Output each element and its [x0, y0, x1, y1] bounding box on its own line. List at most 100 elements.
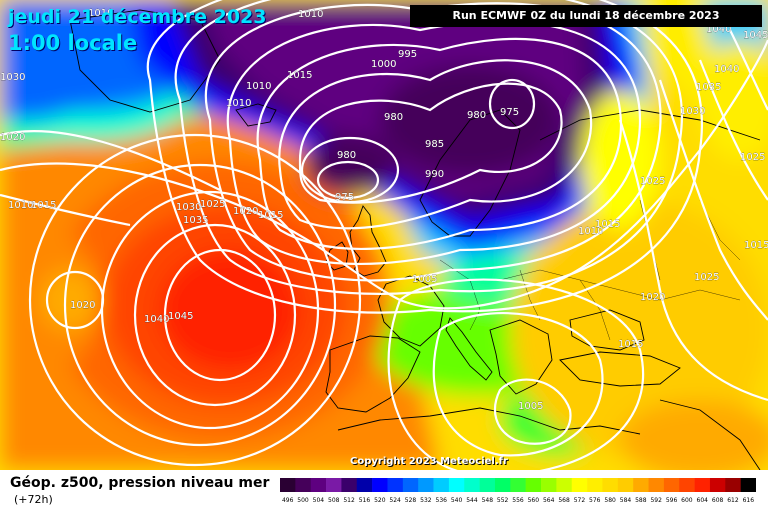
isobar-lines: [0, 0, 768, 470]
isobar-label: 1015: [744, 240, 768, 251]
isobar-1030-east: [658, 79, 768, 321]
isobar-label: 1030: [0, 72, 25, 83]
isobar-1005-south: [493, 378, 572, 445]
isobar-label: 1025: [694, 272, 719, 283]
isobar-label: 1040: [144, 314, 169, 325]
legend-tick-label: 600: [681, 497, 693, 504]
legend-tick-label: 524: [389, 497, 401, 504]
legend-tick-label: 552: [497, 497, 509, 504]
legend-swatch: [587, 478, 603, 492]
legend-tick-label: 564: [543, 497, 555, 504]
isobar-985: [278, 59, 593, 230]
isobar-label: 975: [500, 107, 519, 118]
isobar-label: 1010: [226, 98, 251, 109]
legend-swatch: [679, 478, 695, 492]
isobar-990: [256, 37, 623, 251]
legend-tick-label: 612: [727, 497, 739, 504]
isobar-1040-east: [729, 29, 768, 111]
run-info-banner: Run ECMWF 0Z du lundi 18 décembre 2023: [410, 5, 762, 27]
isobar-label: 1010: [8, 200, 33, 211]
isobar-label: 1010: [578, 226, 603, 237]
isobar-1020: [0, 129, 221, 191]
coastline-iberia: [325, 335, 421, 413]
isobar-label: 1015: [31, 200, 56, 211]
legend-tick-label: 572: [574, 497, 586, 504]
legend-swatch: [387, 478, 404, 492]
legend-tick-label: 584: [620, 497, 632, 504]
legend-swatch: [356, 478, 373, 492]
legend-tick-label: 576: [589, 497, 601, 504]
isobar-labels: 1010 1010 1010 1010 1015 995 1000 980 98…: [0, 8, 768, 412]
isobar-label: 1025: [640, 176, 665, 187]
forecast-date: jeudi 21 décembre 2023: [8, 6, 267, 28]
legend-swatch: [602, 478, 619, 492]
coastline-iceland: [235, 103, 277, 127]
geopotential-field: [0, 0, 768, 470]
field-label: Géop. z500, pression niveau mer: [10, 475, 270, 491]
isobar-980: [298, 82, 563, 204]
legend-tick-label: 548: [482, 497, 494, 504]
isobar-label: 990: [425, 169, 444, 180]
legend-tick-label: 560: [528, 497, 540, 504]
legend-tick-label: 512: [343, 497, 355, 504]
isobar-label: 1005: [518, 401, 543, 412]
isobar-label: 1030: [680, 106, 705, 117]
coastline-north-africa: [337, 407, 641, 435]
isobar-label: 980: [467, 110, 486, 121]
coastline-mideast: [659, 399, 761, 470]
isobar-1015: [0, 39, 768, 310]
isobar-label: 1020: [233, 206, 258, 217]
color-scale-legend: 496 500 504 508 512 516 520 524 528 532 536 540 544 5…: [280, 478, 756, 504]
legend-tick-label: 596: [666, 497, 678, 504]
legend-swatch: [541, 478, 557, 492]
coastline-balkans: [489, 319, 553, 395]
coastline-black-sea: [569, 309, 645, 351]
legend-swatch: [663, 478, 680, 492]
legend-tick-label: 604: [697, 497, 709, 504]
legend-swatch: [633, 478, 649, 492]
legend-swatch: [648, 478, 665, 492]
isobar-label: 1025: [740, 152, 765, 163]
legend-swatch: [479, 478, 496, 492]
isobar-995: [226, 20, 642, 266]
legend-tick-label: 540: [451, 497, 463, 504]
legend-swatch: [372, 478, 388, 492]
legend-swatch: [494, 478, 511, 492]
isobar-1045: [163, 248, 277, 382]
legend-swatch: [556, 478, 573, 492]
isobar-1035-east: [698, 59, 768, 201]
isobar-1005: [174, 0, 683, 295]
copyright-notice: Copyright 2023 Meteociel.fr: [350, 456, 508, 467]
isobar-1000: [204, 2, 662, 282]
legend-tick-label: 516: [359, 497, 371, 504]
legend-tick-label: 504: [313, 497, 325, 504]
legend-tick-label: 568: [558, 497, 570, 504]
isobar-1030: [63, 163, 337, 447]
isobar-1010-south: [432, 312, 604, 457]
legend-tick-label: 556: [512, 497, 524, 504]
isobar-label: 1045: [168, 311, 193, 322]
coastline-italy: [445, 317, 493, 381]
legend-tick-label: 580: [604, 497, 616, 504]
legend-tick-label: 608: [712, 497, 724, 504]
isobar-label: 995: [398, 49, 417, 60]
coastline-turkey: [559, 351, 681, 387]
legend-tick-label: 532: [420, 497, 432, 504]
isobar-label: 1045: [743, 30, 768, 41]
isobar-label: 1025: [200, 199, 225, 210]
legend-swatch: [464, 478, 480, 492]
legend-swatch: [448, 478, 465, 492]
legend-swatch: [617, 478, 634, 492]
legend-swatch: [709, 478, 726, 492]
legend-tick-label: 616: [743, 497, 755, 504]
isobar-label: 1040: [706, 24, 731, 35]
isobar-975-ring-b: [488, 78, 536, 130]
forecast-local-time: 1:00 locale: [8, 31, 138, 55]
legend-tick-label: 528: [405, 497, 417, 504]
isobar-label: 1000: [371, 59, 396, 70]
legend-tick-label: 544: [466, 497, 478, 504]
legend-swatch: [280, 478, 296, 492]
legend-swatch: [510, 478, 526, 492]
isobar-1025: [28, 133, 362, 467]
